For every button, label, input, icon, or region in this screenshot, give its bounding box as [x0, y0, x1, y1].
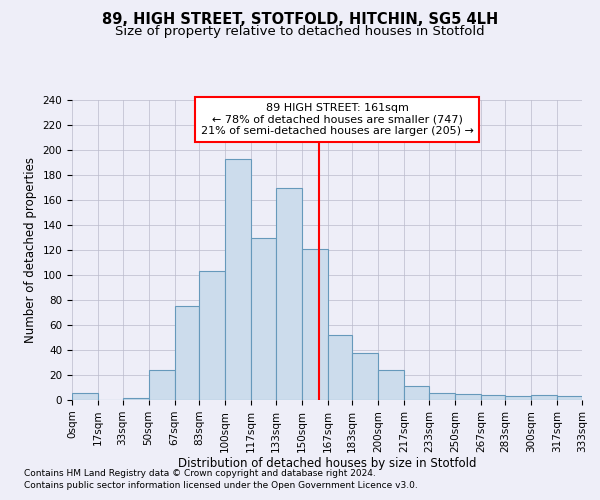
- Bar: [481, 395, 505, 400]
- Bar: [505, 396, 532, 400]
- Text: Size of property relative to detached houses in Stotfold: Size of property relative to detached ho…: [115, 25, 485, 38]
- Bar: [557, 396, 582, 400]
- Bar: [404, 386, 429, 400]
- Bar: [175, 306, 199, 400]
- Text: 89 HIGH STREET: 161sqm
← 78% of detached houses are smaller (747)
21% of semi-de: 89 HIGH STREET: 161sqm ← 78% of detached…: [201, 103, 473, 136]
- Bar: [328, 335, 352, 400]
- Bar: [302, 248, 328, 400]
- Bar: [455, 394, 481, 400]
- Bar: [149, 370, 175, 400]
- Bar: [352, 352, 379, 400]
- Y-axis label: Number of detached properties: Number of detached properties: [24, 157, 37, 343]
- Text: Contains HM Land Registry data © Crown copyright and database right 2024.: Contains HM Land Registry data © Crown c…: [24, 468, 376, 477]
- X-axis label: Distribution of detached houses by size in Stotfold: Distribution of detached houses by size …: [178, 458, 476, 470]
- Bar: [275, 188, 302, 400]
- Bar: [429, 392, 455, 400]
- Bar: [72, 392, 98, 400]
- Text: 89, HIGH STREET, STOTFOLD, HITCHIN, SG5 4LH: 89, HIGH STREET, STOTFOLD, HITCHIN, SG5 …: [102, 12, 498, 28]
- Bar: [199, 271, 225, 400]
- Bar: [379, 370, 404, 400]
- Bar: [122, 398, 149, 400]
- Bar: [251, 238, 275, 400]
- Bar: [225, 159, 251, 400]
- Bar: [532, 395, 557, 400]
- Text: Contains public sector information licensed under the Open Government Licence v3: Contains public sector information licen…: [24, 481, 418, 490]
